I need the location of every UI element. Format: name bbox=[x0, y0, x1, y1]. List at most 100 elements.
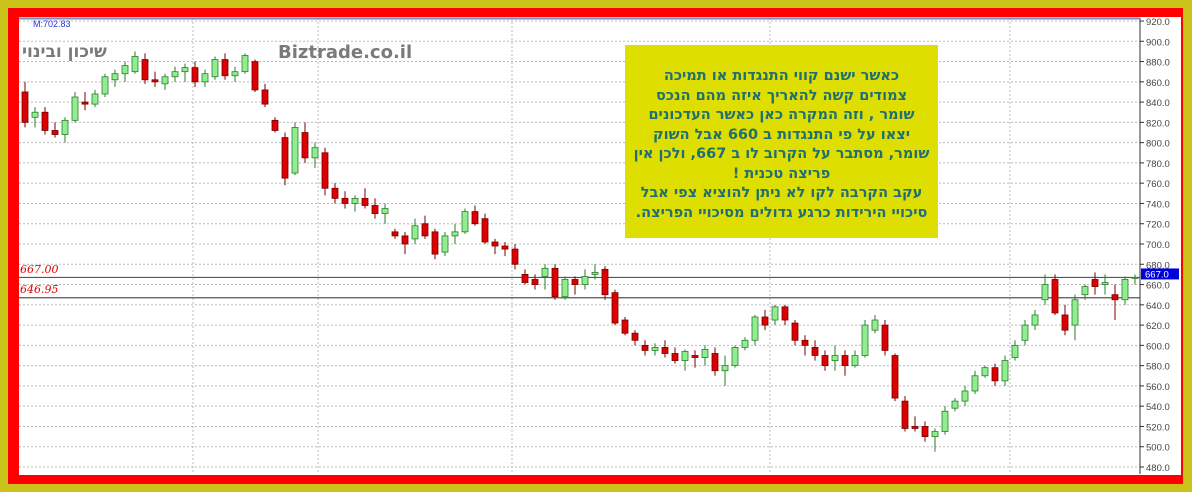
candle-body bbox=[981, 367, 989, 377]
y-tick-label: 480.0 bbox=[1146, 463, 1170, 474]
candle-body bbox=[1061, 314, 1069, 331]
candle-body bbox=[1101, 282, 1109, 285]
candle-body bbox=[531, 279, 539, 285]
candle-body bbox=[101, 76, 109, 95]
y-tick-label: 560.0 bbox=[1146, 382, 1170, 393]
candle-body bbox=[291, 127, 299, 174]
candle-body bbox=[901, 400, 909, 429]
candle-body bbox=[1091, 279, 1099, 287]
last-price-badge bbox=[1141, 268, 1179, 280]
candle-body bbox=[951, 400, 959, 409]
candle-body bbox=[571, 279, 579, 285]
candle-body bbox=[1041, 284, 1049, 301]
candle-body bbox=[771, 306, 779, 321]
candle-body bbox=[451, 231, 459, 237]
y-tick-label: 780.0 bbox=[1146, 159, 1170, 170]
candle-body bbox=[301, 132, 309, 159]
candle-body bbox=[421, 223, 429, 237]
candle-body bbox=[181, 67, 189, 73]
candle-body bbox=[621, 319, 629, 334]
candle-body bbox=[431, 231, 439, 255]
candle-body bbox=[721, 365, 729, 372]
y-tick-label: 720.0 bbox=[1146, 220, 1170, 231]
candle-body bbox=[391, 231, 399, 237]
candle-body bbox=[171, 71, 179, 78]
candle-body bbox=[131, 56, 139, 73]
candle-body bbox=[411, 225, 419, 240]
candle-body bbox=[1051, 279, 1059, 314]
note-line: פריצה טכנית ! bbox=[732, 165, 831, 182]
candle-body bbox=[871, 319, 879, 331]
candle-body bbox=[1001, 360, 1009, 382]
y-tick-label: 760.0 bbox=[1146, 179, 1170, 190]
candle-body bbox=[741, 339, 749, 348]
candle-body bbox=[1111, 294, 1119, 301]
candle-body bbox=[481, 218, 489, 243]
candle-body bbox=[261, 89, 269, 105]
note-line: שומר, מסתבר על הקרוב לו ב 667, ולכן אין bbox=[633, 146, 930, 162]
candle-body bbox=[601, 268, 609, 296]
candle-body bbox=[191, 67, 199, 83]
note-line: שומר , וזה המקרה כאן כאשר העדכונים bbox=[648, 107, 915, 123]
candle-body bbox=[281, 137, 289, 179]
candle-body bbox=[681, 351, 689, 361]
candle-body bbox=[1071, 299, 1079, 326]
candle-body bbox=[271, 119, 279, 131]
candle-body bbox=[941, 410, 949, 432]
note-line: סיכויי הירידות כרגע גדולים מסיכויי הפריצ… bbox=[635, 204, 928, 221]
y-tick-label: 840.0 bbox=[1146, 98, 1170, 109]
candle-body bbox=[631, 332, 639, 341]
m-value-readout: M:702.83 bbox=[33, 19, 71, 29]
candle-body bbox=[821, 355, 829, 367]
candle-body bbox=[1021, 324, 1029, 341]
watermark-site: Biztrade.co.il bbox=[278, 42, 413, 63]
candle-body bbox=[461, 211, 469, 233]
candle-body bbox=[931, 431, 939, 437]
y-tick-label: 540.0 bbox=[1146, 402, 1170, 413]
candle-body bbox=[691, 355, 699, 358]
candle-body bbox=[751, 316, 759, 341]
y-tick-label: 700.0 bbox=[1146, 240, 1170, 251]
y-tick-label: 800.0 bbox=[1146, 139, 1170, 150]
candle-body bbox=[781, 306, 789, 321]
candle-body bbox=[61, 119, 69, 135]
candle-body bbox=[471, 211, 479, 225]
candle-body bbox=[521, 274, 529, 283]
y-tick-label: 580.0 bbox=[1146, 362, 1170, 373]
candle-body bbox=[591, 271, 599, 275]
candle-body bbox=[31, 111, 39, 118]
candle-body bbox=[661, 346, 669, 354]
candle-body bbox=[1081, 286, 1089, 296]
candle-body bbox=[651, 346, 659, 351]
y-tick-label: 660.0 bbox=[1146, 281, 1170, 292]
candle-body bbox=[221, 59, 229, 77]
candle-body bbox=[341, 197, 349, 204]
candle-body bbox=[41, 111, 49, 131]
candle-body bbox=[1011, 344, 1019, 358]
candle-body bbox=[231, 71, 239, 77]
candle-body bbox=[251, 61, 259, 91]
candle-body bbox=[851, 355, 859, 367]
y-tick-label: 860.0 bbox=[1146, 78, 1170, 89]
candle-body bbox=[961, 390, 969, 402]
candle-body bbox=[801, 339, 809, 346]
candle-body bbox=[71, 96, 79, 121]
candle-body bbox=[551, 267, 559, 298]
candle-body bbox=[861, 324, 869, 356]
candle-body bbox=[581, 276, 589, 285]
candle-body bbox=[561, 279, 569, 298]
candle-body bbox=[891, 355, 899, 399]
note-line: כאשר ישנם קווי התנגדות או תמיכה bbox=[663, 68, 900, 84]
candle-body bbox=[401, 235, 409, 245]
candle-body bbox=[611, 292, 619, 324]
level-label-support: 646.95 bbox=[20, 283, 59, 296]
y-tick-label: 820.0 bbox=[1146, 118, 1170, 129]
candle-body bbox=[91, 93, 99, 105]
candle-body bbox=[381, 208, 389, 214]
candle-body bbox=[201, 73, 209, 83]
candle-body bbox=[971, 375, 979, 392]
y-tick-label: 520.0 bbox=[1146, 422, 1170, 433]
candle-body bbox=[791, 322, 799, 341]
chart-panel bbox=[19, 17, 1181, 475]
